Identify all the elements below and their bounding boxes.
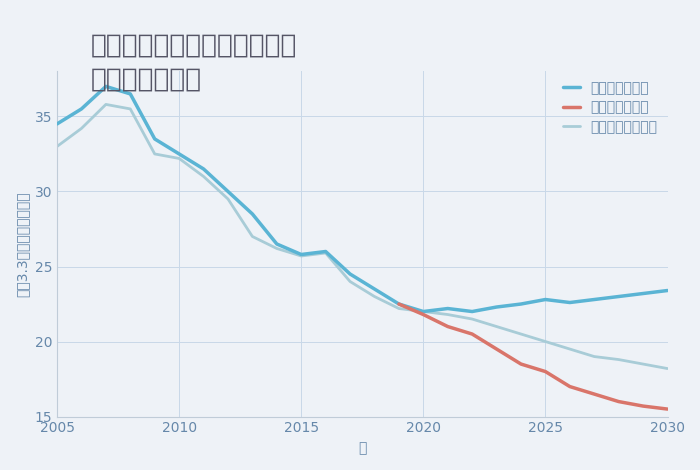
ノーマルシナリオ <box>541 339 550 345</box>
グッドシナリオ <box>615 294 623 299</box>
グッドシナリオ <box>639 291 648 297</box>
バッドシナリオ <box>395 301 403 307</box>
ノーマルシナリオ <box>248 234 257 239</box>
グッドシナリオ <box>468 309 477 314</box>
ノーマルシナリオ <box>370 294 379 299</box>
バッドシナリオ <box>517 361 525 367</box>
Legend: グッドシナリオ, バッドシナリオ, ノーマルシナリオ: グッドシナリオ, バッドシナリオ, ノーマルシナリオ <box>557 76 664 140</box>
バッドシナリオ <box>492 346 500 352</box>
ノーマルシナリオ <box>639 361 648 367</box>
グッドシナリオ <box>517 301 525 307</box>
グッドシナリオ <box>126 91 134 97</box>
バッドシナリオ <box>468 331 477 337</box>
グッドシナリオ <box>224 188 232 194</box>
グッドシナリオ <box>175 151 183 157</box>
グッドシナリオ <box>419 309 428 314</box>
グッドシナリオ <box>102 84 110 89</box>
グッドシナリオ <box>566 300 574 306</box>
グッドシナリオ <box>370 286 379 292</box>
ノーマルシナリオ <box>468 316 477 322</box>
グッドシナリオ <box>664 288 672 293</box>
ノーマルシナリオ <box>444 312 452 317</box>
ノーマルシナリオ <box>566 346 574 352</box>
Line: ノーマルシナリオ: ノーマルシナリオ <box>57 104 668 368</box>
ノーマルシナリオ <box>272 246 281 251</box>
グッドシナリオ <box>52 121 61 127</box>
グッドシナリオ <box>297 251 305 257</box>
バッドシナリオ <box>664 406 672 412</box>
X-axis label: 年: 年 <box>358 441 367 455</box>
バッドシナリオ <box>444 324 452 329</box>
グッドシナリオ <box>590 297 598 302</box>
Text: 兵庫県たつの市龍野町中井の
土地の価格推移: 兵庫県たつの市龍野町中井の 土地の価格推移 <box>91 33 298 93</box>
グッドシナリオ <box>77 106 85 112</box>
ノーマルシナリオ <box>395 306 403 311</box>
ノーマルシナリオ <box>664 366 672 371</box>
ノーマルシナリオ <box>102 102 110 107</box>
ノーマルシナリオ <box>492 324 500 329</box>
ノーマルシナリオ <box>590 354 598 360</box>
ノーマルシナリオ <box>615 357 623 362</box>
グッドシナリオ <box>272 241 281 247</box>
バッドシナリオ <box>419 312 428 317</box>
ノーマルシナリオ <box>77 125 85 131</box>
グッドシナリオ <box>541 297 550 302</box>
Line: グッドシナリオ: グッドシナリオ <box>57 86 668 312</box>
Y-axis label: 坪（3.3㎡）単価（万円）: 坪（3.3㎡）単価（万円） <box>15 191 29 297</box>
バッドシナリオ <box>541 369 550 375</box>
Line: バッドシナリオ: バッドシナリオ <box>399 304 668 409</box>
バッドシナリオ <box>566 384 574 389</box>
ノーマルシナリオ <box>224 196 232 202</box>
ノーマルシナリオ <box>321 250 330 256</box>
グッドシナリオ <box>346 271 354 277</box>
グッドシナリオ <box>248 211 257 217</box>
グッドシナリオ <box>444 306 452 311</box>
ノーマルシナリオ <box>175 156 183 161</box>
ノーマルシナリオ <box>150 151 159 157</box>
グッドシナリオ <box>150 136 159 142</box>
グッドシナリオ <box>492 304 500 310</box>
グッドシナリオ <box>321 249 330 254</box>
ノーマルシナリオ <box>52 144 61 149</box>
グッドシナリオ <box>395 301 403 307</box>
ノーマルシナリオ <box>199 173 208 179</box>
ノーマルシナリオ <box>346 279 354 284</box>
ノーマルシナリオ <box>126 106 134 112</box>
バッドシナリオ <box>590 391 598 397</box>
ノーマルシナリオ <box>419 309 428 314</box>
グッドシナリオ <box>199 166 208 172</box>
ノーマルシナリオ <box>517 331 525 337</box>
ノーマルシナリオ <box>297 253 305 259</box>
バッドシナリオ <box>615 399 623 404</box>
バッドシナリオ <box>639 403 648 409</box>
